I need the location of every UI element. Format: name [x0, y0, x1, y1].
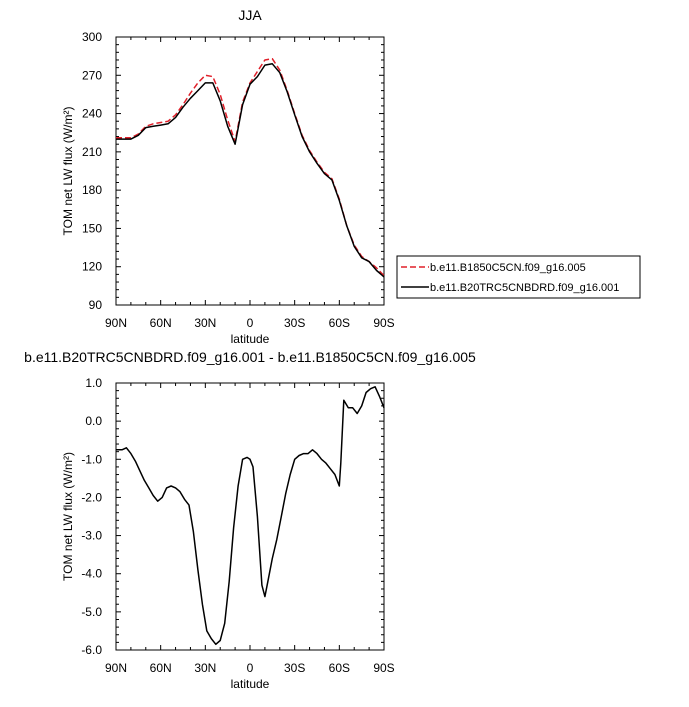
y-tick-label: -5.0 — [81, 605, 102, 619]
x-axis-label: latitude — [231, 677, 270, 691]
y-tick-label: -4.0 — [81, 567, 102, 581]
y-axis-label: TOM net LW flux (W/m²) — [61, 107, 75, 236]
x-tick-label: 30N — [194, 316, 216, 330]
legend-label-1: b.e11.B20TRC5CNBDRD.f09_g16.001 — [430, 282, 619, 294]
plot-frame — [115, 36, 385, 306]
y-tick-label: 90 — [89, 298, 103, 312]
y-tick-label: -3.0 — [81, 529, 102, 543]
x-tick-label: 90S — [373, 661, 394, 675]
x-axis-label: latitude — [231, 332, 270, 346]
y-tick-label: 300 — [82, 30, 102, 44]
series-line-0 — [116, 57, 385, 277]
series-line-0 — [116, 386, 385, 646]
top-panel: JJA 90 120 150 180 210 240 270 300 90N 60N 30N 0 30S 6… — [61, 7, 395, 346]
x-tick-label: 30S — [284, 661, 305, 675]
y-tick-label: 240 — [82, 107, 102, 121]
y-tick-label: 180 — [82, 183, 102, 197]
x-tick-label: 30N — [194, 661, 216, 675]
legend-box — [396, 255, 641, 299]
legend: b.e11.B1850C5CN.f09_g16.005 b.e11.B20TRC5… — [396, 255, 641, 299]
x-tick-label: 90N — [105, 316, 127, 330]
series-line-1 — [116, 63, 385, 278]
y-tick-label: -2.0 — [81, 490, 102, 504]
y-axis-label: TOM net LW flux (W/m²) — [61, 452, 75, 581]
x-tick-label: 90S — [373, 316, 394, 330]
plot-frame — [115, 382, 385, 651]
y-tick-label: 270 — [82, 68, 102, 82]
chart-title: JJA — [238, 7, 262, 23]
x-tick-label: 60S — [329, 316, 350, 330]
x-tick-label: 30S — [284, 316, 305, 330]
x-tick-label: 60S — [329, 661, 350, 675]
y-tick-label: -6.0 — [81, 643, 102, 657]
y-tick-label: 150 — [82, 221, 102, 235]
y-tick-label: 210 — [82, 145, 102, 159]
y-tick-label: 120 — [82, 260, 102, 274]
y-tick-label: 1.0 — [85, 376, 102, 390]
legend-label-0: b.e11.B1850C5CN.f09_g16.005 — [430, 262, 586, 274]
y-tick-label: 0.0 — [85, 414, 102, 428]
x-tick-label: 0 — [247, 661, 254, 675]
chart-title: b.e11.B20TRC5CNBDRD.f09_g16.001 - b.e11.… — [24, 349, 476, 365]
bottom-panel: b.e11.B20TRC5CNBDRD.f09_g16.001 - b.e11.… — [24, 349, 476, 691]
x-tick-label: 90N — [105, 661, 127, 675]
x-tick-label: 0 — [247, 316, 254, 330]
x-tick-label: 60N — [150, 661, 172, 675]
y-tick-label: -1.0 — [81, 452, 102, 466]
x-tick-label: 60N — [150, 316, 172, 330]
